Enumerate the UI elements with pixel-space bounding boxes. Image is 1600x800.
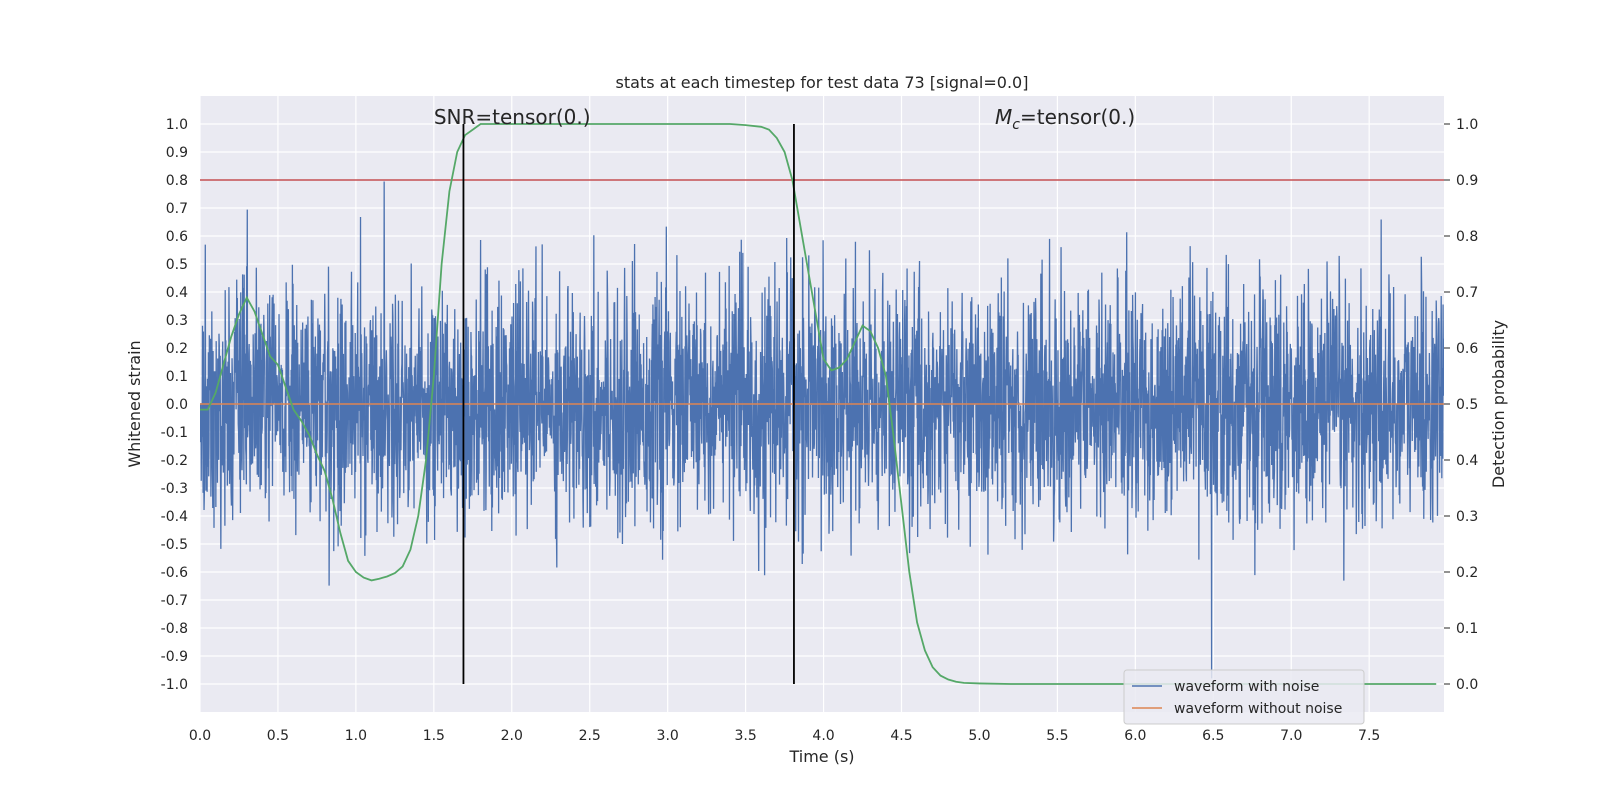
x-tick-label: 1.0 [345,728,367,744]
y-left-tick-label: 0.8 [166,173,188,189]
x-tick-label: 5.0 [968,728,990,744]
x-tick-label: 3.5 [734,728,756,744]
x-tick-label: 7.5 [1358,728,1380,744]
y-left-tick-label: 0.2 [166,341,188,357]
x-tick-label: 0.5 [267,728,289,744]
y-right-tick-label: 0.2 [1456,565,1478,581]
y-left-tick-label: -0.4 [161,509,188,525]
y-right-tick-label: 0.8 [1456,229,1478,245]
x-tick-label: 4.0 [812,728,834,744]
y-left-tick-label: 0.3 [166,313,188,329]
y-left-tick-label: -0.9 [161,649,188,665]
x-tick-label: 7.0 [1280,728,1302,744]
legend-label-noise: waveform with noise [1174,679,1319,695]
y-left-tick-label: 1.0 [166,117,188,133]
x-tick-label: 6.0 [1124,728,1146,744]
plot-area [200,123,1444,685]
waveform-with-noise-line [200,181,1444,679]
detection-probability-line [200,123,1437,685]
y-left-tick-label: 0.7 [166,201,188,217]
y-left-tick-label: -0.5 [161,537,188,553]
y-left-tick-label: 0.1 [166,369,188,385]
x-tick-label: 1.5 [423,728,445,744]
x-tick-label: 0.0 [189,728,211,744]
chart-title: stats at each timestep for test data 73 … [616,73,1029,92]
y-axis-left-label: Whitened strain [125,340,144,467]
y-left-tick-label: -0.3 [161,481,188,497]
chirp-mass-annotation: Mc=tensor(0.) [995,105,1135,133]
y-right-tick-label: 0.5 [1456,397,1478,413]
x-tick-label: 6.5 [1202,728,1224,744]
y-left-tick-label: -0.8 [161,621,188,637]
y-right-tick-label: 1.0 [1456,117,1478,133]
y-left-tick-label: -1.0 [161,677,188,693]
y-right-tick-label: 0.7 [1456,285,1478,301]
y-left-tick-label: -0.2 [161,453,188,469]
legend-label-clean: waveform without noise [1174,701,1342,717]
y-axis-right: 1.0 0.9 0.8 0.7 0.6 0.5 0.4 0.3 0.2 0.1 0.0 [1444,117,1478,693]
y-axis-right-label: Detection probability [1489,320,1508,488]
y-right-tick-label: 0.6 [1456,341,1478,357]
x-tick-label: 3.0 [657,728,679,744]
x-axis: 0.0 0.5 1.0 1.5 2.0 2.5 3.0 3.5 4.0 4.5 5.0 5.5 6.0 6… [189,728,1380,744]
legend-box [1123,669,1365,725]
y-right-tick-label: 0.4 [1456,453,1478,469]
y-left-tick-label: 0.6 [166,229,188,245]
x-tick-label: 2.5 [579,728,601,744]
x-tick-label: 4.5 [890,728,912,744]
y-left-tick-label: 0.5 [166,257,188,273]
y-left-tick-label: -0.7 [161,593,188,609]
y-right-tick-label: 0.3 [1456,509,1478,525]
y-axis-left: 1.0 0.9 0.8 0.7 0.6 0.5 0.4 0.3 0.2 0.1 0.0 -0.1 -0.… [161,117,188,693]
y-right-tick-label: 0.9 [1456,173,1478,189]
x-axis-label: Time (s) [788,747,854,766]
y-right-tick-label: 0.0 [1456,677,1478,693]
x-tick-label: 5.5 [1046,728,1068,744]
y-left-tick-label: 0.0 [166,397,188,413]
y-left-tick-label: 0.4 [166,285,188,301]
snr-annotation: SNR=tensor(0.) [434,105,591,129]
legend: waveform with noise waveform without noi… [1123,669,1365,725]
vertical-markers [462,124,795,684]
y-right-tick-label: 0.1 [1456,621,1478,637]
y-left-tick-label: -0.1 [161,425,188,441]
y-left-tick-label: 0.9 [166,145,188,161]
y-left-tick-label: -0.6 [161,565,188,581]
x-tick-label: 2.0 [501,728,523,744]
